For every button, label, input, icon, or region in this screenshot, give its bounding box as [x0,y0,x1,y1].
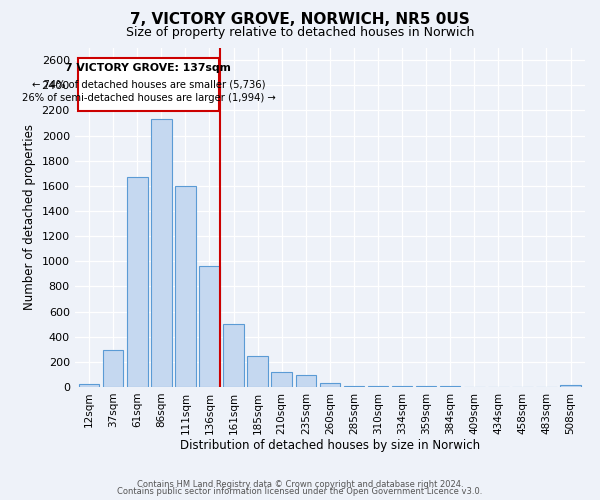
Bar [199,266,220,387]
Bar [416,386,436,387]
X-axis label: Distribution of detached houses by size in Norwich: Distribution of detached houses by size … [180,440,480,452]
Bar [368,386,388,387]
Y-axis label: Number of detached properties: Number of detached properties [23,124,36,310]
Bar [296,375,316,387]
Bar [344,386,364,387]
Bar [223,324,244,387]
Bar [151,119,172,387]
Text: Contains public sector information licensed under the Open Government Licence v3: Contains public sector information licen… [118,488,482,496]
Bar [320,383,340,387]
Bar [79,384,100,387]
Text: Size of property relative to detached houses in Norwich: Size of property relative to detached ho… [126,26,474,39]
Text: 7 VICTORY GROVE: 137sqm: 7 VICTORY GROVE: 137sqm [65,63,232,73]
Bar [440,386,460,387]
Bar [560,385,581,387]
Text: ← 74% of detached houses are smaller (5,736): ← 74% of detached houses are smaller (5,… [32,80,265,90]
Text: 26% of semi-detached houses are larger (1,994) →: 26% of semi-detached houses are larger (… [22,92,275,102]
Bar [392,386,412,387]
Text: Contains HM Land Registry data © Crown copyright and database right 2024.: Contains HM Land Registry data © Crown c… [137,480,463,489]
Bar [127,177,148,387]
Bar [271,372,292,387]
Bar [247,356,268,387]
Text: 7, VICTORY GROVE, NORWICH, NR5 0US: 7, VICTORY GROVE, NORWICH, NR5 0US [130,12,470,28]
Bar [175,186,196,387]
Bar [103,350,124,387]
FancyBboxPatch shape [79,58,218,111]
